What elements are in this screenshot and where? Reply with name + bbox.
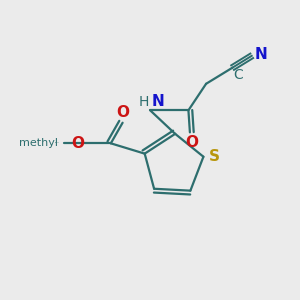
Text: H: H: [138, 95, 149, 109]
Text: C: C: [233, 68, 243, 82]
Text: N: N: [152, 94, 164, 109]
Text: O: O: [116, 105, 129, 120]
Text: S: S: [209, 149, 220, 164]
Text: O: O: [71, 136, 84, 151]
Text: N: N: [255, 47, 267, 62]
Text: methyl: methyl: [19, 138, 58, 148]
Text: O: O: [185, 135, 198, 150]
Text: methyl: methyl: [54, 142, 59, 143]
